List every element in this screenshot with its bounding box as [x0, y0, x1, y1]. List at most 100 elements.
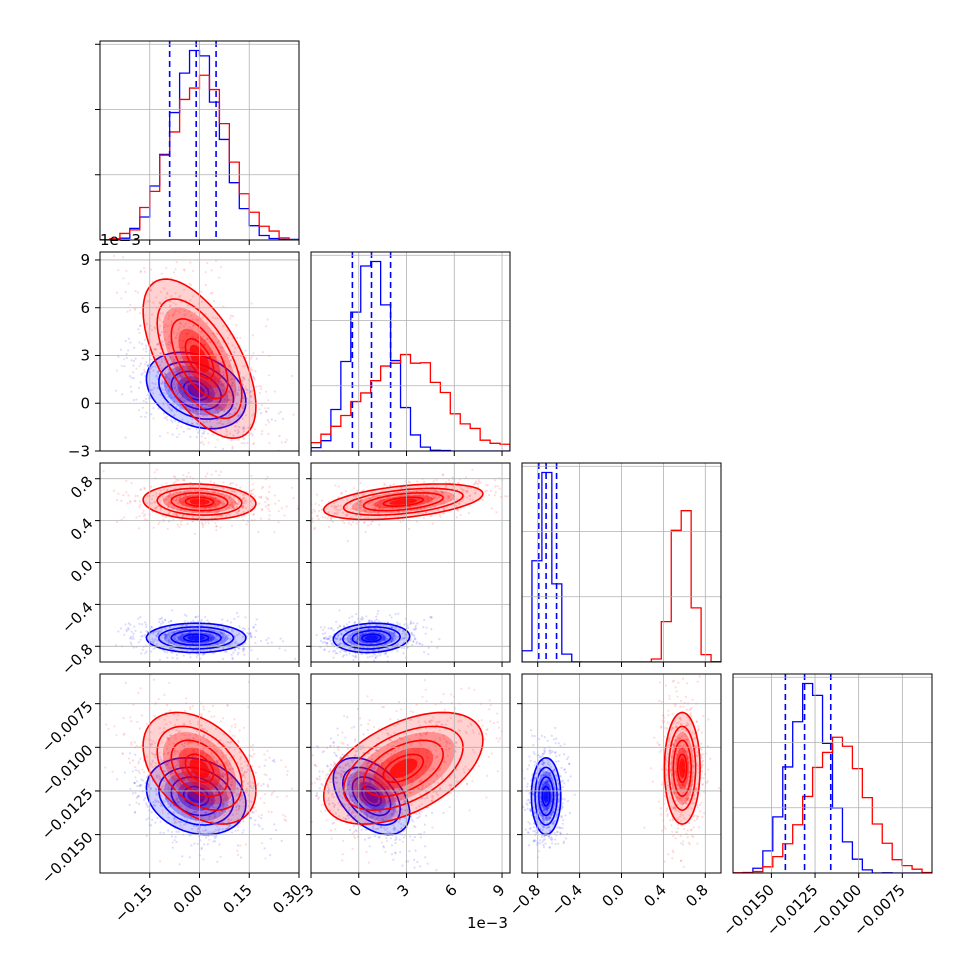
sample-point [159, 312, 162, 315]
sample-point [337, 485, 341, 488]
sample-point [432, 495, 435, 498]
sample-point [388, 631, 391, 634]
sample-point [236, 336, 239, 339]
sample-point [236, 634, 239, 637]
contour-1-0 [382, 496, 425, 508]
sample-point [225, 433, 228, 436]
sample-point [176, 750, 179, 753]
sample-point [159, 290, 162, 293]
sample-point [452, 481, 455, 484]
sample-point [160, 760, 163, 763]
sample-point [163, 627, 166, 630]
sample-point [215, 525, 218, 528]
sample-point [221, 380, 224, 383]
sample-point [159, 393, 162, 397]
sample-point [135, 744, 138, 747]
sample-point [258, 502, 261, 505]
sample-point [180, 785, 183, 788]
sample-point [244, 499, 247, 502]
sample-point [175, 389, 179, 392]
sample-point [212, 629, 215, 632]
sample-point [221, 805, 225, 808]
sample-point [259, 496, 263, 499]
sample-point [322, 637, 326, 640]
sample-point [127, 627, 130, 630]
sample-point [209, 399, 212, 402]
sample-point [244, 414, 248, 417]
sample-point [446, 458, 448, 460]
sample-point [156, 505, 159, 508]
sample-point [211, 805, 214, 808]
sample-point [147, 783, 150, 786]
sample-point [424, 511, 427, 514]
sample-point [317, 518, 320, 521]
sample-point [196, 397, 199, 400]
sample-point [213, 361, 216, 364]
sample-point [157, 370, 160, 373]
sample-point [145, 344, 148, 347]
sample-point [179, 308, 182, 311]
sample-point [202, 628, 206, 631]
sample-point [377, 649, 380, 652]
sample-point [221, 503, 224, 506]
sample-point [292, 413, 295, 416]
sample-point [170, 506, 173, 509]
sample-point [267, 421, 270, 424]
sample-point [208, 386, 211, 389]
sample-point [194, 793, 197, 796]
sample-point [280, 525, 282, 527]
sample-point [190, 284, 193, 287]
sample-point [191, 515, 194, 519]
sample-point [169, 300, 172, 303]
sample-point [363, 633, 366, 636]
sample-point [181, 770, 184, 773]
sample-point [197, 627, 200, 630]
sample-point [162, 391, 166, 394]
sample-point [456, 481, 460, 485]
sample-point [400, 487, 403, 490]
sample-point [185, 332, 188, 335]
sample-point [205, 390, 208, 393]
sample-point [184, 753, 188, 756]
sample-point [162, 396, 165, 399]
contour-1-3 [142, 483, 257, 521]
sample-point [358, 499, 361, 502]
sample-point [257, 530, 260, 534]
sample-point [188, 373, 191, 377]
sample-point [230, 490, 233, 493]
sample-point [408, 505, 411, 509]
sample-point [192, 484, 195, 487]
sample-point [210, 639, 213, 643]
sample-point [189, 656, 192, 659]
sample-point [230, 781, 234, 784]
sample-point [157, 522, 160, 526]
sample-point [222, 305, 225, 308]
sample-point [202, 443, 205, 446]
sample-point [227, 506, 230, 509]
sample-point [165, 635, 168, 638]
sample-point [222, 409, 225, 412]
sample-point [124, 436, 127, 439]
sample-point [146, 385, 149, 388]
sample-point [214, 335, 217, 338]
sample-point [237, 502, 240, 505]
sample-point [202, 749, 205, 752]
sample-point [210, 640, 213, 644]
sample-point [236, 391, 239, 395]
sample-point [219, 419, 223, 422]
sample-point [219, 493, 222, 496]
sample-point [201, 488, 204, 492]
sample-point [219, 501, 222, 504]
sample-point [474, 491, 477, 494]
sample-point [175, 336, 178, 340]
sample-point [213, 815, 216, 819]
sample-point [327, 637, 330, 640]
sample-point [235, 389, 238, 392]
sample-point [242, 406, 245, 410]
sample-point [161, 312, 164, 315]
sample-point [163, 499, 166, 502]
sample-point [172, 358, 176, 361]
sample-point [260, 404, 264, 407]
sample-point [154, 365, 157, 368]
sample-point [209, 389, 212, 392]
